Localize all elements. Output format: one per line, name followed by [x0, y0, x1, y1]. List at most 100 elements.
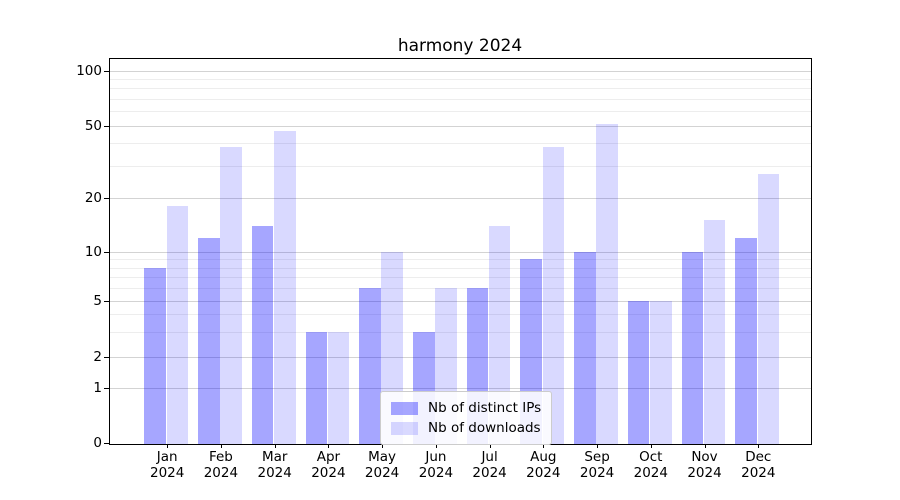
- major-gridline-2: [110, 356, 811, 358]
- x-tick-year-jun: 2024: [418, 465, 454, 481]
- bar-distinct-ips-oct: [627, 300, 650, 444]
- legend-entry-distinct-ips: Nb of distinct IPs: [391, 398, 541, 418]
- legend: Nb of distinct IPs Nb of downloads: [380, 391, 553, 445]
- x-tick-mar: [274, 444, 276, 448]
- major-gridline-20: [110, 197, 811, 199]
- legend-label-distinct-ips: Nb of distinct IPs: [428, 400, 542, 416]
- x-tick-year-apr: 2024: [311, 465, 346, 481]
- x-tick-month-sep: Sep: [584, 449, 610, 465]
- bar-downloads-mar: [274, 130, 296, 444]
- x-tick-year-aug: 2024: [526, 465, 561, 481]
- major-gridline-50: [110, 125, 811, 127]
- plot-area: [109, 58, 812, 445]
- bar-distinct-ips-sep: [574, 252, 596, 444]
- y-tick-1: [104, 387, 109, 389]
- x-tick-year-sep: 2024: [579, 465, 615, 481]
- legend-swatch-downloads: [391, 421, 418, 435]
- x-tick-jul: [489, 444, 491, 448]
- x-tick-sep: [597, 444, 599, 448]
- y-tick-label-100: 100: [76, 62, 102, 79]
- minor-gridline-7: [110, 277, 811, 278]
- x-tick-month-dec: Dec: [745, 449, 772, 465]
- x-tick-label-feb: Feb 2024: [191, 449, 251, 481]
- x-tick-year-dec: 2024: [741, 465, 776, 481]
- y-tick-0: [104, 443, 109, 445]
- bar-distinct-ips-dec: [735, 237, 757, 444]
- legend-label-downloads: Nb of downloads: [428, 420, 541, 436]
- bar-downloads-feb: [220, 147, 242, 444]
- x-tick-dec: [758, 444, 760, 448]
- y-tick-20: [104, 197, 109, 199]
- x-tick-aug: [543, 444, 545, 448]
- minor-gridline-80: [110, 88, 811, 90]
- x-tick-jan: [167, 444, 169, 448]
- legend-swatch-distinct-ips: [391, 401, 418, 415]
- minor-gridline-6: [110, 287, 811, 289]
- bar-downloads-aug: [542, 147, 565, 444]
- x-tick-month-jun: Jun: [425, 449, 447, 465]
- bar-downloads-jul: [488, 225, 511, 444]
- minor-gridline-90: [110, 79, 811, 81]
- x-tick-month-nov: Nov: [691, 449, 718, 465]
- bar-downloads-sep: [596, 124, 618, 444]
- x-tick-nov: [704, 444, 706, 448]
- y-tick-50: [104, 125, 109, 127]
- bar-distinct-ips-apr: [305, 331, 328, 444]
- major-gridline-5: [110, 300, 811, 302]
- major-gridline-1: [110, 387, 811, 389]
- minor-gridline-30: [110, 165, 811, 167]
- y-tick-5: [104, 300, 109, 302]
- x-tick-label-oct: Oct 2024: [621, 449, 681, 481]
- bar-downloads-jan: [166, 206, 189, 444]
- minor-gridline-40: [110, 143, 811, 145]
- y-tick-label-2: 2: [93, 348, 102, 365]
- x-tick-feb: [220, 444, 222, 448]
- y-tick-label-1: 1: [93, 379, 102, 396]
- x-tick-year-feb: 2024: [203, 465, 239, 481]
- legend-entry-downloads: Nb of downloads: [391, 418, 541, 438]
- x-tick-jun: [435, 444, 437, 448]
- minor-gridline-9: [110, 259, 811, 261]
- bar-distinct-ips-nov: [681, 252, 704, 444]
- x-tick-year-oct: 2024: [633, 465, 668, 481]
- x-tick-label-aug: Aug 2024: [513, 449, 573, 481]
- x-tick-label-nov: Nov 2024: [675, 449, 735, 481]
- bar-distinct-ips-feb: [198, 237, 220, 444]
- minor-gridline-8: [110, 267, 811, 269]
- chart-title: harmony 2024: [397, 36, 523, 56]
- y-tick-label-5: 5: [93, 292, 102, 309]
- x-tick-month-jul: Jul: [481, 449, 498, 465]
- bar-distinct-ips-jan: [144, 267, 166, 444]
- y-tick-label-50: 50: [84, 117, 102, 134]
- minor-gridline-60: [110, 111, 811, 113]
- x-tick-label-may: May 2024: [352, 449, 412, 481]
- x-tick-label-dec: Dec 2024: [728, 449, 788, 481]
- x-tick-month-feb: Feb: [208, 449, 233, 465]
- x-tick-year-may: 2024: [364, 465, 400, 481]
- x-tick-apr: [328, 444, 330, 448]
- y-tick-label-0: 0: [93, 435, 102, 452]
- x-tick-year-jul: 2024: [472, 465, 507, 481]
- y-tick-10: [104, 252, 109, 253]
- minor-gridline-70: [110, 99, 811, 100]
- bar-downloads-oct: [650, 300, 672, 444]
- x-tick-oct: [650, 444, 652, 448]
- bar-downloads-nov: [703, 220, 726, 444]
- bar-distinct-ips-mar: [251, 225, 274, 444]
- x-tick-may: [382, 444, 384, 448]
- bar-distinct-ips-may: [359, 287, 381, 444]
- x-tick-year-mar: 2024: [257, 465, 292, 481]
- x-tick-month-oct: Oct: [639, 449, 663, 465]
- major-gridline-100: [110, 70, 811, 72]
- x-tick-month-mar: Mar: [261, 449, 288, 465]
- x-tick-month-may: May: [368, 449, 397, 465]
- bar-downloads-dec: [757, 174, 780, 444]
- bar-downloads-apr: [327, 331, 350, 444]
- x-tick-year-nov: 2024: [687, 465, 722, 481]
- y-tick-label-20: 20: [84, 189, 102, 206]
- y-tick-label-10: 10: [84, 244, 102, 260]
- x-tick-label-jul: Jul 2024: [460, 449, 520, 481]
- minor-gridline-4: [110, 314, 811, 316]
- x-tick-month-jan: Jan: [156, 449, 178, 465]
